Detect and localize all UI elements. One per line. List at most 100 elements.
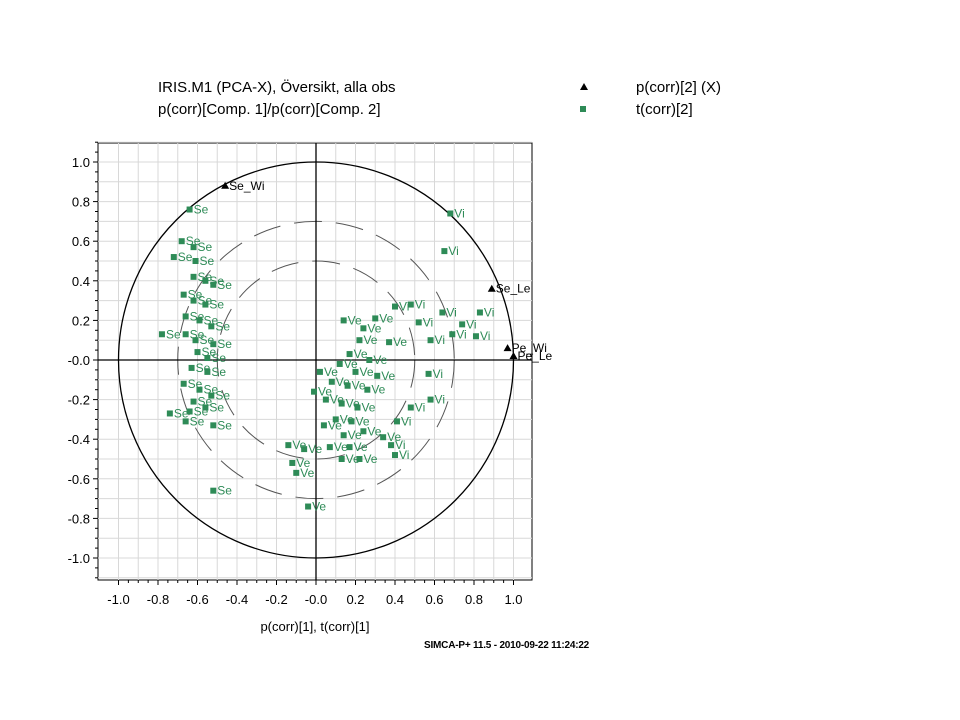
- point-label: Ve: [334, 440, 348, 454]
- y-tick-label: -0.2: [68, 393, 90, 408]
- point-label: Vi: [466, 317, 476, 331]
- point-label: Ve: [348, 428, 362, 442]
- score-point: [186, 206, 193, 213]
- point-label: Se: [194, 203, 209, 217]
- score-point: [346, 351, 353, 358]
- score-point: [326, 444, 333, 451]
- axes: [93, 141, 532, 585]
- score-point: [208, 323, 215, 330]
- point-label: Ve: [344, 357, 358, 371]
- score-point: [366, 357, 373, 363]
- x-tick-label: 0.8: [465, 592, 483, 607]
- score-point: [340, 432, 347, 439]
- score-point: [328, 378, 335, 385]
- triangle-marker-icon: [580, 83, 588, 90]
- score-point: [202, 301, 209, 308]
- point-label: Vi: [446, 305, 456, 319]
- point-label: Se: [211, 365, 226, 379]
- point-label: Ve: [367, 321, 381, 335]
- point-label: Se: [215, 389, 230, 403]
- point-label: Ve: [328, 418, 342, 432]
- score-point: [188, 364, 195, 371]
- point-label: Ve: [360, 365, 374, 379]
- point-label: Ve: [379, 311, 393, 325]
- loading-point: [487, 284, 496, 292]
- score-point: [285, 442, 292, 449]
- chart-subtitle: p(corr)[Comp. 1]/p(corr)[Comp. 2]: [158, 101, 381, 118]
- point-label: Ve: [363, 333, 377, 347]
- point-label: Ve: [300, 466, 314, 480]
- point-label: Se: [209, 401, 224, 415]
- score-point: [356, 337, 363, 344]
- point-label: Vi: [401, 414, 411, 428]
- score-point: [427, 337, 434, 344]
- point-label: Vi: [480, 329, 490, 343]
- point-label: Se: [200, 254, 215, 268]
- score-point: [204, 368, 211, 375]
- point-label: Ve: [354, 347, 368, 361]
- score-point: [372, 315, 379, 322]
- score-point: [192, 258, 199, 264]
- score-point: [180, 380, 187, 387]
- score-point: [210, 281, 217, 288]
- point-label: Se: [209, 298, 224, 312]
- score-point: [415, 319, 422, 326]
- score-point: [316, 368, 323, 375]
- score-point: [186, 408, 193, 415]
- y-tick-labels: 1.0 0.8 0.6 0.4 0.2 -0.0 -0.2 -0.4 -0.6 -0.8 -1.0: [68, 155, 90, 566]
- point-label: Vi: [423, 315, 433, 329]
- score-point: [425, 370, 432, 377]
- point-label: Se_Wi: [229, 179, 264, 193]
- legend-label: t(corr)[2]: [636, 101, 693, 118]
- score-point: [322, 396, 329, 403]
- point-label: Se: [174, 406, 189, 420]
- point-label: Ve: [352, 379, 366, 393]
- score-point: [356, 456, 363, 462]
- score-point: [178, 238, 185, 245]
- legend-label: p(corr)[2] (X): [636, 79, 722, 96]
- score-point: [336, 360, 343, 367]
- score-point: [392, 452, 398, 459]
- score-point: [439, 309, 446, 316]
- score-point: [449, 331, 456, 338]
- y-tick-label: -0.0: [68, 353, 90, 368]
- y-tick-label: -0.8: [68, 511, 90, 526]
- score-point: [190, 244, 197, 251]
- point-label: Se: [166, 327, 181, 341]
- point-label: Se: [215, 319, 230, 333]
- score-point: [360, 428, 367, 435]
- score-point: [170, 254, 177, 261]
- score-point: [352, 368, 359, 375]
- x-tick-label: -0.8: [147, 592, 169, 607]
- score-point: [364, 386, 371, 393]
- score-point: [182, 418, 189, 425]
- score-point: [360, 325, 367, 332]
- x-tick-label: -0.6: [186, 592, 208, 607]
- point-label: Ve: [348, 313, 362, 327]
- score-point: [190, 297, 197, 304]
- point-label: Se: [190, 414, 205, 428]
- score-point: [190, 273, 197, 280]
- y-tick-label: -1.0: [68, 551, 90, 566]
- score-point: [204, 355, 211, 362]
- point-label: Se: [178, 250, 193, 264]
- x-tick-label: -1.0: [107, 592, 129, 607]
- score-point: [202, 404, 209, 411]
- score-point: [196, 386, 203, 393]
- score-point: [338, 400, 345, 407]
- point-label: Vi: [399, 300, 409, 314]
- loading-point: [221, 181, 230, 189]
- point-label: Se: [198, 395, 213, 409]
- point-label: Vi: [454, 206, 464, 220]
- point-label: Vi: [395, 438, 405, 452]
- point-label: Ve: [367, 424, 381, 438]
- point-label: Vi: [433, 367, 443, 381]
- x-axis-label: p(corr)[1], t(corr)[1]: [260, 619, 369, 634]
- score-point: [289, 459, 296, 466]
- score-point: [374, 372, 381, 379]
- chart-title: IRIS.M1 (PCA-X), Översikt, alla obs: [158, 79, 396, 96]
- point-label: Se: [217, 484, 232, 498]
- y-tick-label: 0.8: [72, 195, 90, 210]
- score-point: [476, 309, 483, 316]
